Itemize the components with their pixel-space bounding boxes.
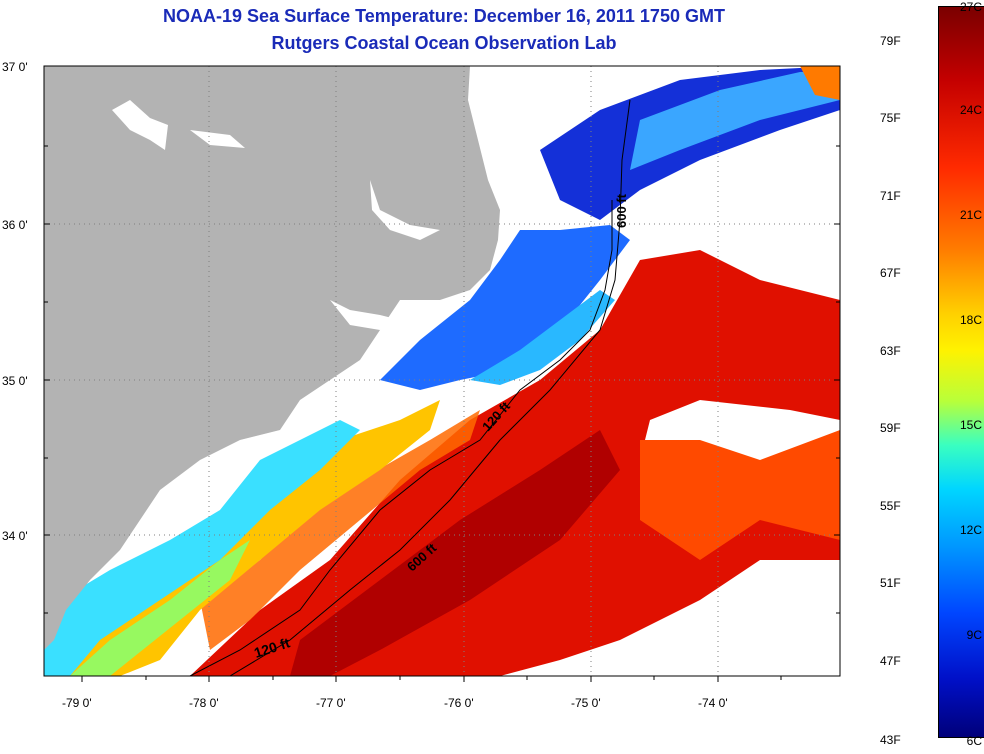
colorbar-f-71: 71F — [880, 189, 901, 203]
colorbar-c-24: 24C — [959, 103, 982, 117]
colorbar-c-27: 27C — [959, 0, 982, 14]
colorbar-f-43: 43F — [880, 733, 901, 747]
warm-ne-corner — [800, 66, 840, 100]
colorbar-f-59: 59F — [880, 421, 901, 435]
map-plot-area — [44, 66, 840, 676]
colorbar-f-75: 75F — [880, 111, 901, 125]
colorbar-c-6: 6C — [966, 734, 982, 748]
cold-water-north-light — [630, 72, 840, 170]
temperature-colorbar — [938, 6, 984, 738]
lat-label-36: 36 0' — [2, 218, 28, 232]
land-mass — [44, 66, 500, 650]
colorbar-c-15: 15C — [959, 418, 982, 432]
lon-label-76: -76 0' — [444, 696, 474, 710]
cold-water-sound — [380, 225, 630, 390]
colorbar-f-55: 55F — [880, 499, 901, 513]
lat-label-35: 35 0' — [2, 374, 28, 388]
colorbar-f-67: 67F — [880, 266, 901, 280]
lat-label-34: 34 0' — [2, 529, 28, 543]
lat-label-37: 37 0' — [2, 60, 28, 74]
isobath-600ft-line — [229, 99, 631, 676]
warm-orange-band — [200, 410, 480, 650]
colorbar-f-79: 79F — [880, 34, 901, 48]
map-title: NOAA-19 Sea Surface Temperature: Decembe… — [163, 6, 725, 26]
shelf-water-green — [70, 540, 250, 676]
colorbar-f-47: 47F — [880, 654, 901, 668]
map-frame — [43, 65, 841, 677]
contour-label-600ft-upper: 600 ft — [614, 193, 629, 228]
colorbar-c-9: 9C — [966, 628, 982, 642]
axis-ticks — [44, 145, 840, 682]
colorbar-c-12: 12C — [959, 523, 982, 537]
gulfstream-core — [290, 430, 620, 676]
lon-label-74: -74 0' — [698, 696, 728, 710]
land-lakes — [112, 100, 440, 330]
isobath-120ft-line — [189, 200, 613, 676]
lon-label-77: -77 0' — [316, 696, 346, 710]
shelf-water-cyan — [44, 420, 360, 676]
lon-label-79: -79 0' — [62, 696, 92, 710]
cold-water-light — [470, 290, 615, 385]
lon-label-78: -78 0' — [189, 696, 219, 710]
warm-water-region — [190, 250, 840, 676]
map-gridlines — [44, 66, 840, 676]
warm-patches-east — [640, 430, 840, 560]
lon-label-75: -75 0' — [571, 696, 601, 710]
colorbar-c-21: 21C — [959, 208, 982, 222]
map-subtitle: Rutgers Coastal Ocean Observation Lab — [271, 33, 617, 53]
colorbar-c-18: 18C — [959, 313, 982, 327]
colorbar-f-51: 51F — [880, 576, 901, 590]
shelf-water-yellow — [60, 400, 440, 676]
colorbar-f-63: 63F — [880, 344, 901, 358]
